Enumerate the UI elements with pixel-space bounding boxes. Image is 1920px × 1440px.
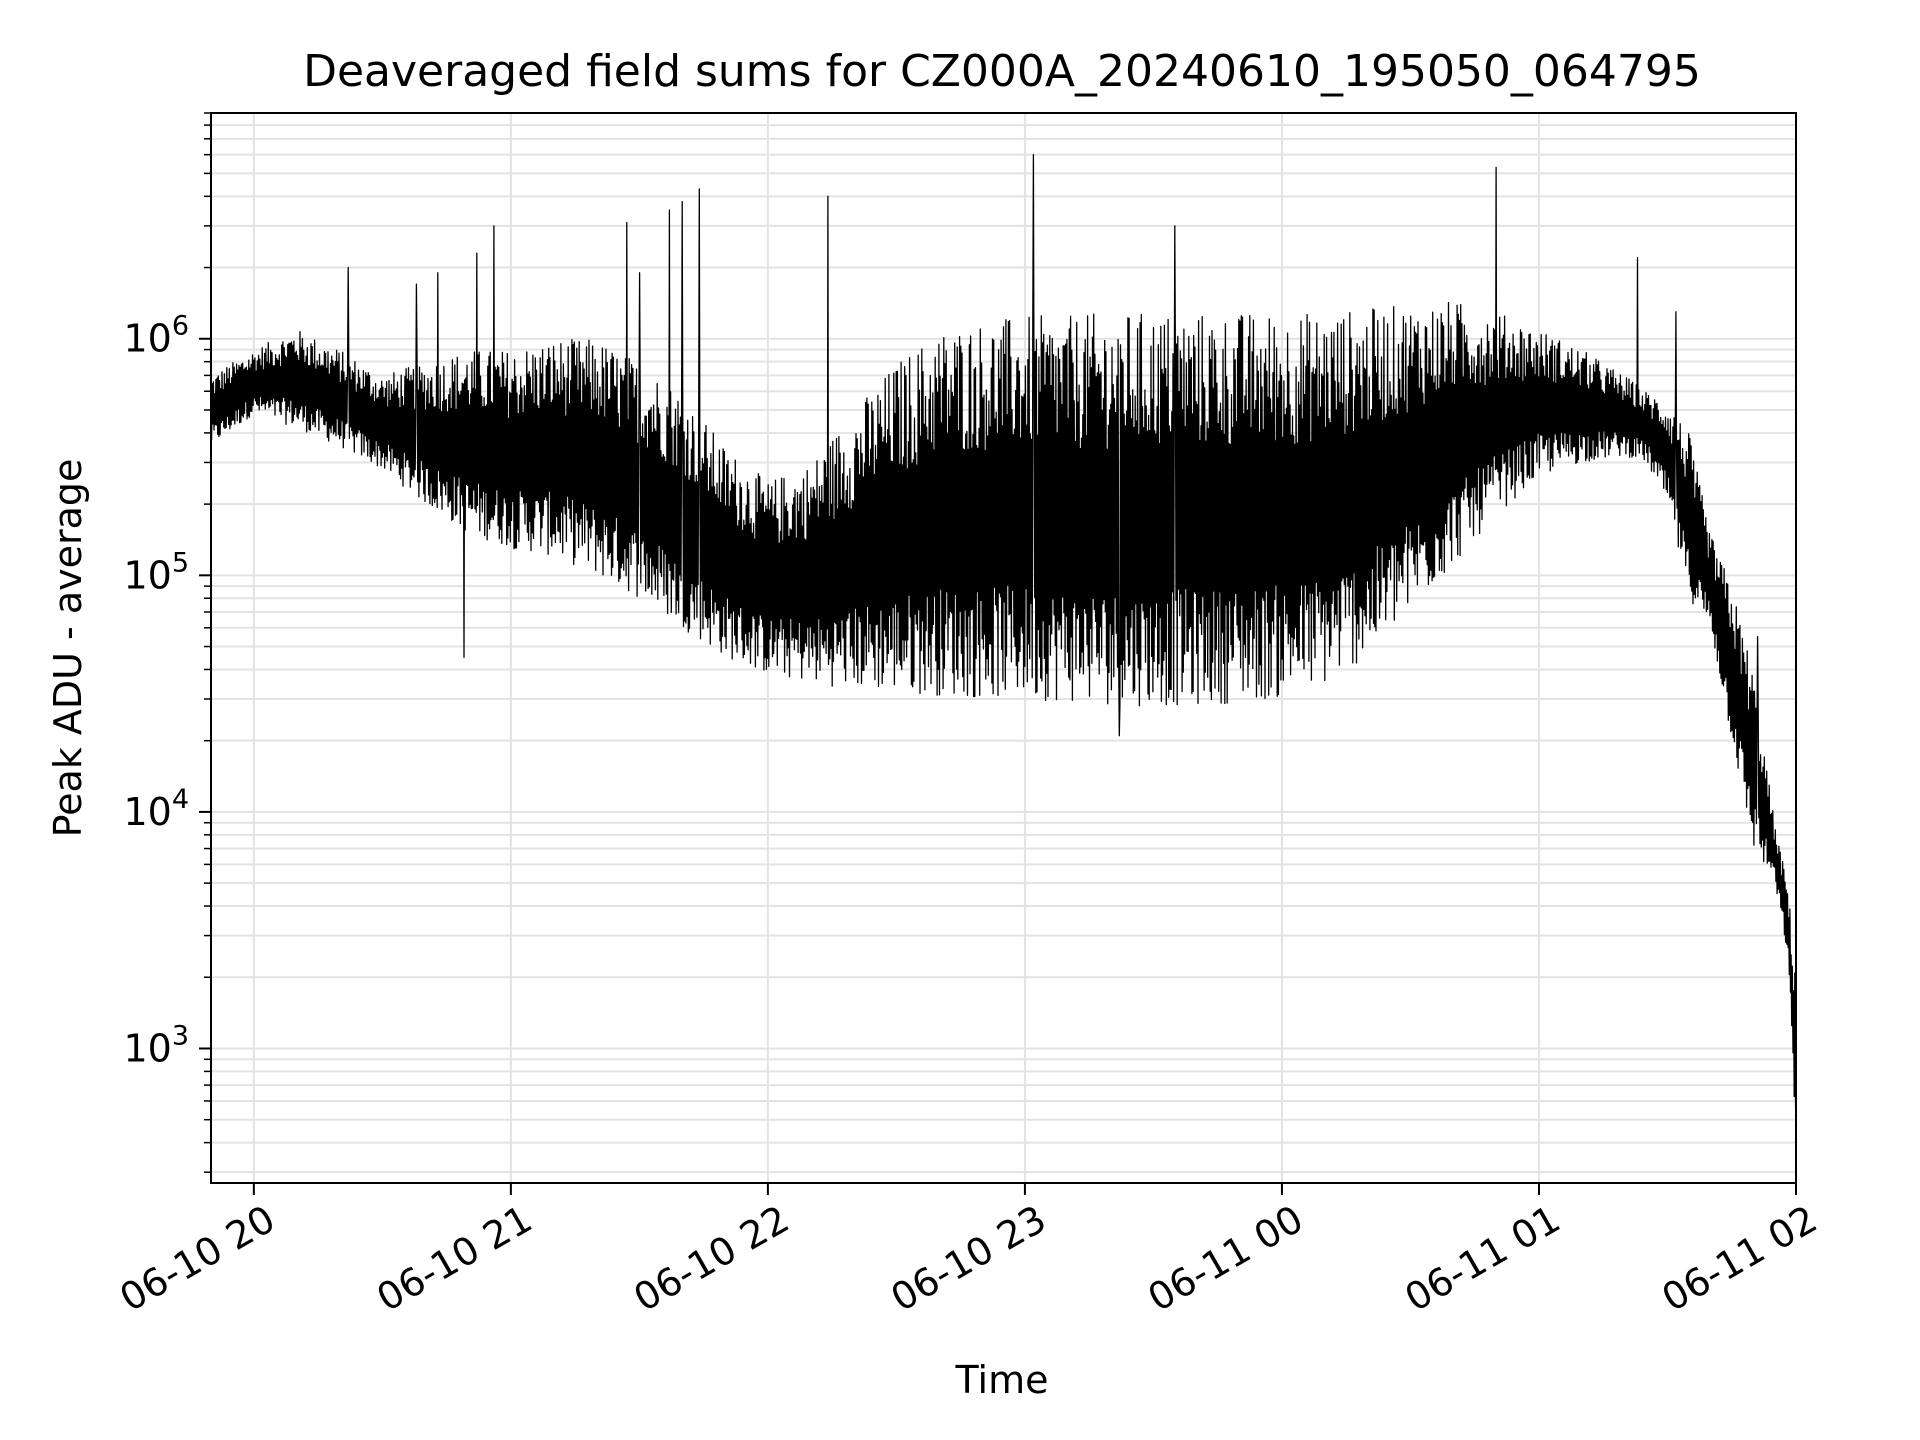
chart-title: Deaveraged field sums for CZ000A_2024061… [303,46,1701,97]
y-axis-label: Peak ADU - average [46,459,90,838]
y-tick-label: 103 [123,1020,189,1070]
plot-frame [210,112,1797,1184]
x-axis-label: Time [955,1358,1049,1402]
y-tick-label: 104 [123,784,189,834]
series-group [210,154,1797,1133]
series-line [210,154,1797,1133]
y-tick-label: 105 [123,547,189,597]
y-tick-label: 106 [123,311,189,361]
y-axis: 103 104 105 106 [123,112,211,1173]
